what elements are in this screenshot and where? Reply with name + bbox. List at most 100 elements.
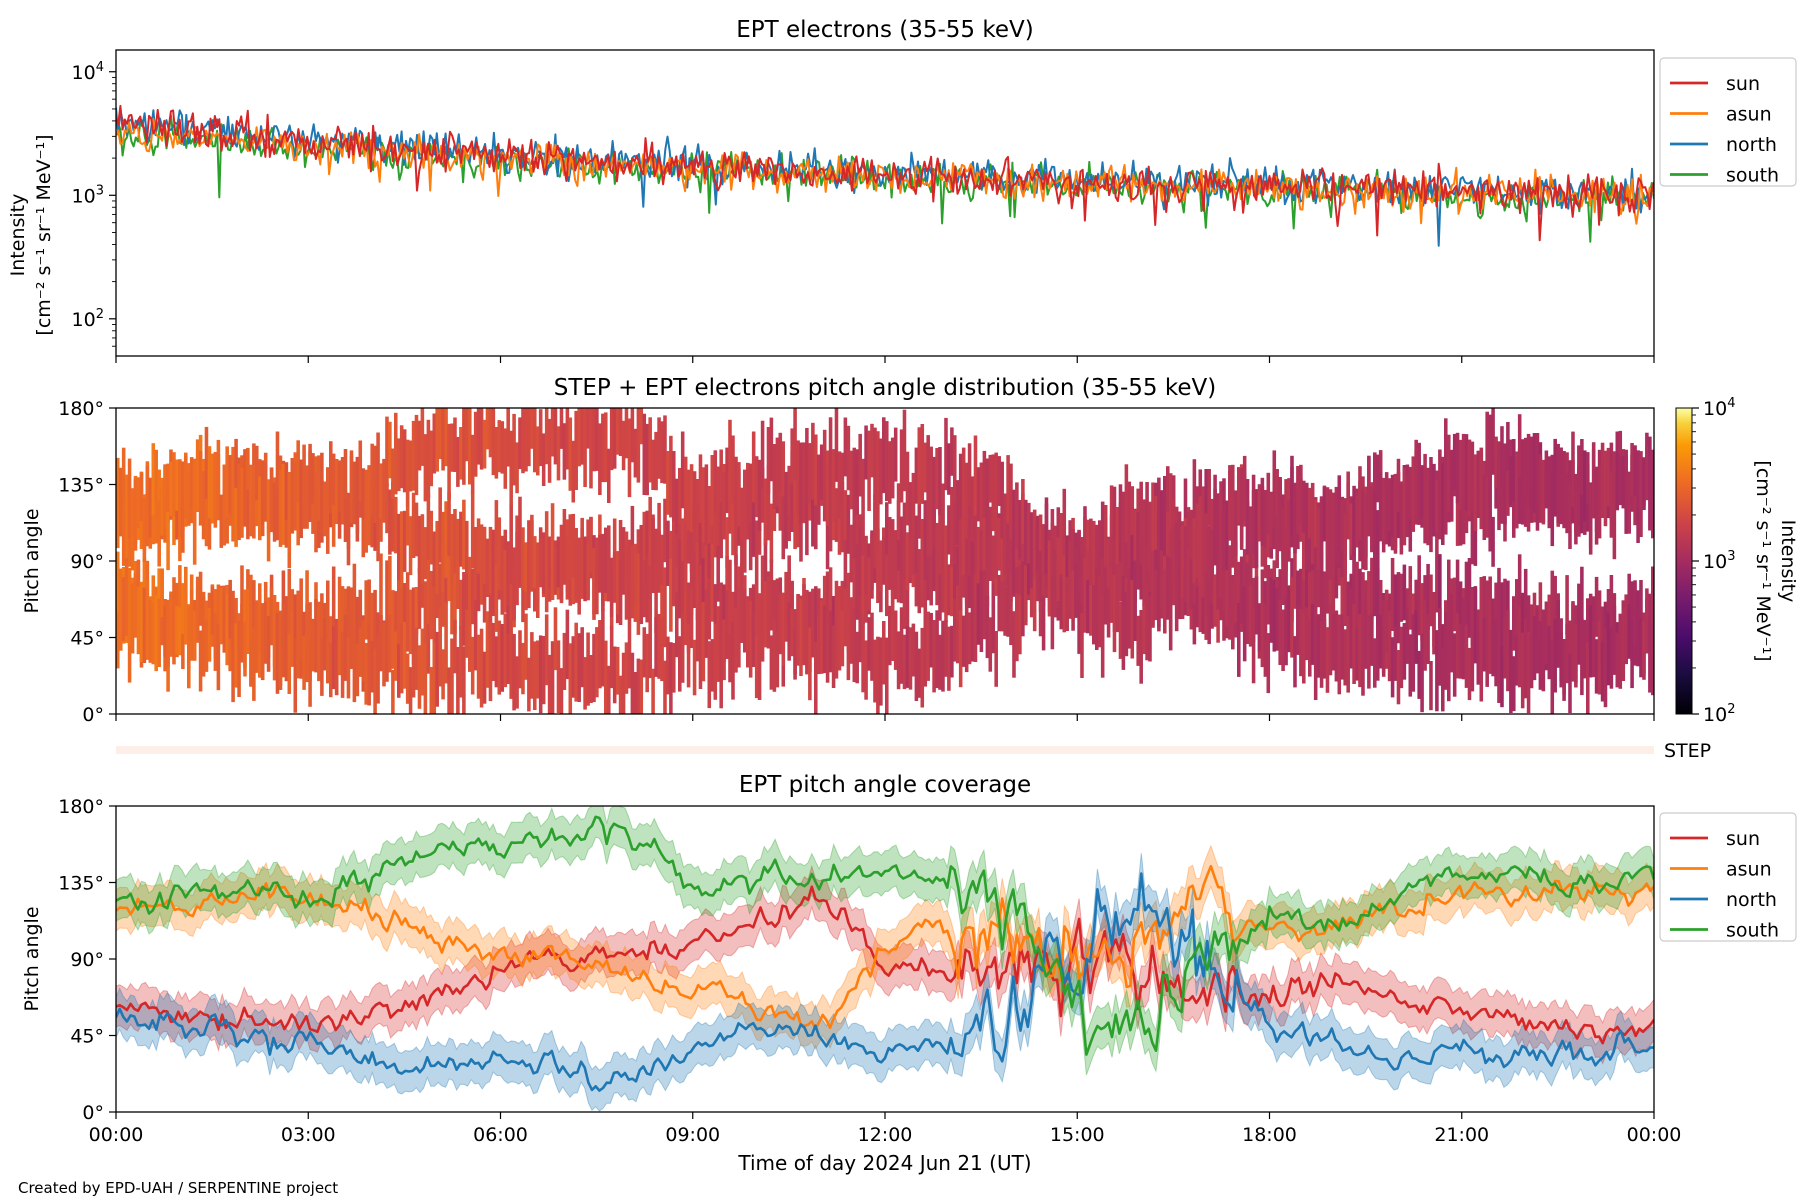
pad-cell (1009, 571, 1013, 646)
pad-cell (1260, 477, 1265, 547)
pad-cell (397, 576, 401, 656)
ytick-label: 90° (70, 949, 104, 971)
pad-cell (441, 511, 445, 592)
pad-cell (1305, 607, 1309, 661)
pad-cell (1547, 456, 1552, 529)
pad-cell (607, 448, 611, 503)
pad-cell (527, 520, 531, 594)
legend-label-asun: asun (1726, 859, 1772, 881)
pad-cell (624, 642, 629, 694)
pad-cell (1263, 604, 1268, 677)
pad-cell (1417, 442, 1421, 509)
pad-cell (1160, 490, 1164, 559)
pad-cell (1393, 574, 1398, 637)
coverage-ylabel-holder: Pitch angle (21, 906, 43, 1011)
pad-cell (181, 583, 185, 634)
pad-cell (917, 549, 922, 614)
pad-cell (364, 643, 368, 705)
pad-cell (1449, 593, 1454, 673)
pad-cell (680, 431, 685, 509)
pad-cell (1115, 565, 1120, 633)
pad-cell (414, 414, 419, 496)
pad-cell (1438, 607, 1442, 686)
pad-cell (175, 484, 179, 540)
pad-cell (769, 559, 774, 631)
pad-cell (612, 408, 617, 469)
pad-cell (1376, 510, 1380, 584)
pad-cell (1006, 503, 1010, 570)
pad-cell (781, 484, 786, 560)
pad-cell (154, 488, 158, 544)
pad-cell (837, 451, 842, 519)
pad-cell (388, 556, 392, 619)
pad-cell (1367, 457, 1371, 537)
pad-cell (1517, 554, 1522, 617)
pad-cell (1441, 647, 1445, 712)
coverage-band-sun (116, 864, 1654, 1065)
pad-cell (811, 422, 815, 500)
pad-cell (1174, 522, 1179, 581)
pad-cell (956, 480, 960, 546)
pad-cell (391, 669, 395, 714)
pad-cell (1447, 434, 1451, 512)
pad-cell (160, 568, 164, 618)
pad-cell (1089, 584, 1093, 636)
pad-cell (228, 619, 232, 672)
pad-cell (1550, 474, 1555, 547)
pad-cell (1331, 492, 1336, 546)
pad-cell (1234, 490, 1238, 556)
pad-cell (1370, 613, 1374, 666)
pad-cell (485, 538, 490, 597)
pad-cell (754, 520, 759, 587)
pad-cell (1381, 477, 1386, 541)
pad-cell (1313, 619, 1318, 700)
pad-cell (1139, 545, 1143, 600)
pad-cell (515, 656, 519, 709)
pad-cell (1024, 572, 1028, 626)
pad-cell (1467, 647, 1472, 701)
pad-cell (568, 514, 573, 580)
pad-cell (1532, 433, 1537, 513)
pad-cell (411, 492, 416, 558)
pad-cell (1148, 501, 1152, 573)
pad-cell (896, 483, 901, 541)
pad-cell (397, 438, 401, 492)
pad-cell (580, 627, 584, 688)
pad-cell (914, 631, 919, 701)
pad-cell (399, 425, 404, 489)
pad-cell (1346, 581, 1350, 650)
pad-cell (1358, 568, 1362, 622)
pad-cell (1606, 612, 1611, 686)
pad-cell (1399, 484, 1404, 546)
xtick-label: 15:00 (1050, 1124, 1105, 1146)
pad-cell (961, 447, 966, 525)
pad-cell (204, 480, 209, 547)
pad-cell (417, 567, 422, 629)
pad-cell (329, 616, 333, 666)
pad-cell (556, 536, 561, 588)
pad-cell (609, 625, 614, 689)
pad-cell (1538, 582, 1543, 643)
pad-cell (402, 429, 407, 493)
pad-cell (1118, 547, 1123, 602)
pad-cell (1343, 629, 1347, 686)
pad-cell (953, 435, 957, 503)
pad-cell (1636, 604, 1640, 664)
pad-cell (1328, 603, 1333, 676)
pad-cell (1509, 645, 1513, 713)
pad-ytick-group: 180°135°90°45°0° (58, 398, 116, 726)
pad-cell (1174, 564, 1179, 632)
pad-cell (1612, 606, 1617, 675)
pad-cell (228, 455, 232, 514)
pad-cell (1201, 566, 1206, 634)
pad-cell (707, 486, 712, 544)
pad-cell (766, 465, 771, 541)
pad-xtick-group (115, 714, 1655, 721)
pad-cell (1000, 461, 1004, 539)
pad-cell (775, 578, 780, 642)
pad-cell (512, 547, 516, 621)
pad-cell (929, 546, 933, 606)
pad-cell (695, 609, 700, 662)
pad-cell (994, 631, 998, 687)
pad-cell (1373, 551, 1377, 617)
